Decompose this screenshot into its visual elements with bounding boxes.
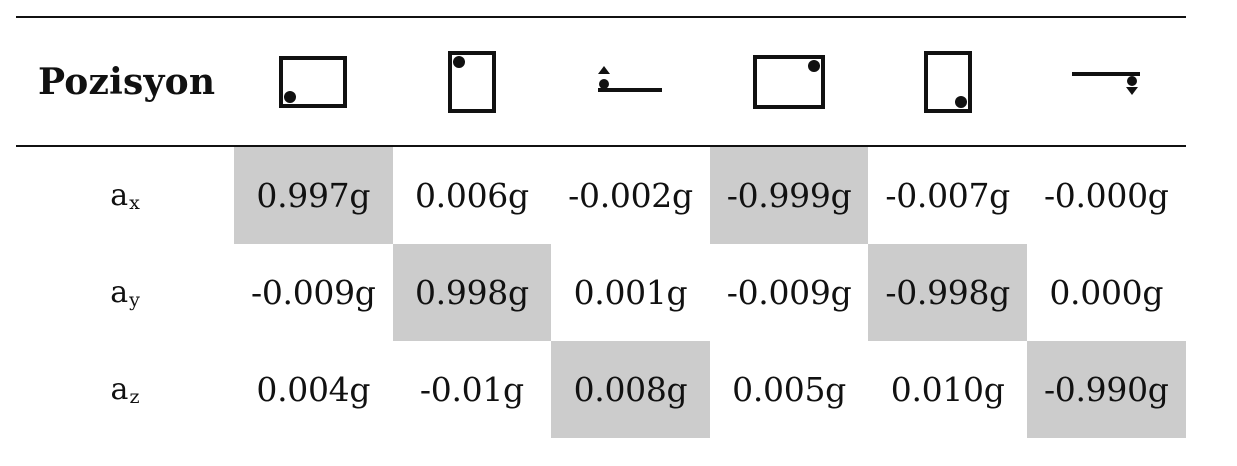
- highlighted-value-cell: 0.997g: [234, 147, 393, 244]
- highlighted-value-cell: 0.008g: [551, 341, 710, 438]
- position-icon-cell: [234, 18, 393, 145]
- row-label-symbol: a: [110, 372, 129, 407]
- row-label-axis: y: [129, 288, 140, 311]
- position-icon-cell: [1027, 18, 1186, 145]
- acceleration-position-table: Pozisyon: [16, 16, 1186, 438]
- row-label-axis: x: [129, 191, 140, 214]
- header-label: Pozisyon: [38, 60, 216, 103]
- value-cell: 0.000g: [1049, 273, 1164, 312]
- header-rule: [16, 145, 1186, 147]
- portrait-rectangle-dot-bottom-right-icon: [923, 50, 972, 113]
- value-cell: -0.000g: [1043, 176, 1169, 215]
- value-cell: 0.004g: [256, 370, 371, 409]
- value-cell: -0.009g: [250, 273, 376, 312]
- position-icon-cell: [393, 18, 552, 145]
- value-cell: -0.01g: [419, 370, 524, 409]
- landscape-rectangle-dot-top-right-icon: [753, 54, 826, 109]
- value-cell: -0.007g: [885, 176, 1010, 215]
- highlighted-value-cell: -0.990g: [1026, 341, 1186, 438]
- top-rule: [16, 16, 1186, 18]
- landscape-rectangle-dot-bottom-left-icon: [279, 55, 348, 108]
- flat-line-dot-bottom-right-icon: [1072, 71, 1141, 95]
- value-cell: 0.010g: [890, 370, 1005, 409]
- value-cell: 0.001g: [573, 273, 688, 312]
- row-label-symbol: a: [110, 275, 129, 310]
- position-icon-cell: [551, 18, 710, 145]
- highlighted-value-cell: 0.998g: [392, 244, 552, 341]
- row-label-symbol: a: [110, 178, 129, 213]
- value-cell: 0.005g: [732, 370, 846, 409]
- flat-line-dot-top-left-icon: [598, 65, 663, 92]
- value-cell: -0.009g: [726, 273, 852, 312]
- header-row: Pozisyon: [16, 18, 1186, 145]
- value-cell: 0.006g: [414, 176, 529, 215]
- highlighted-value-cell: -0.998g: [868, 244, 1027, 341]
- highlighted-value-cell: -0.999g: [709, 147, 869, 244]
- portrait-rectangle-dot-top-left-icon: [447, 50, 496, 113]
- table-row: a z 0.004g -0.01g 0.008g 0.005g 0.010g -0.990g: [16, 341, 1186, 438]
- table-row: a y -0.009g 0.998g 0.001g -0.009g -0.998g 0.000…: [16, 244, 1186, 341]
- table-row: a x 0.997g 0.006g -0.002g -0.999g -0.007g -0.00…: [16, 147, 1186, 244]
- row-label-axis: z: [129, 385, 140, 408]
- value-cell: -0.002g: [568, 176, 693, 215]
- position-icon-cell: [710, 18, 869, 145]
- position-icon-cell: [868, 18, 1027, 145]
- table-body: a x 0.997g 0.006g -0.002g -0.999g -0.007g -0.00…: [16, 147, 1186, 438]
